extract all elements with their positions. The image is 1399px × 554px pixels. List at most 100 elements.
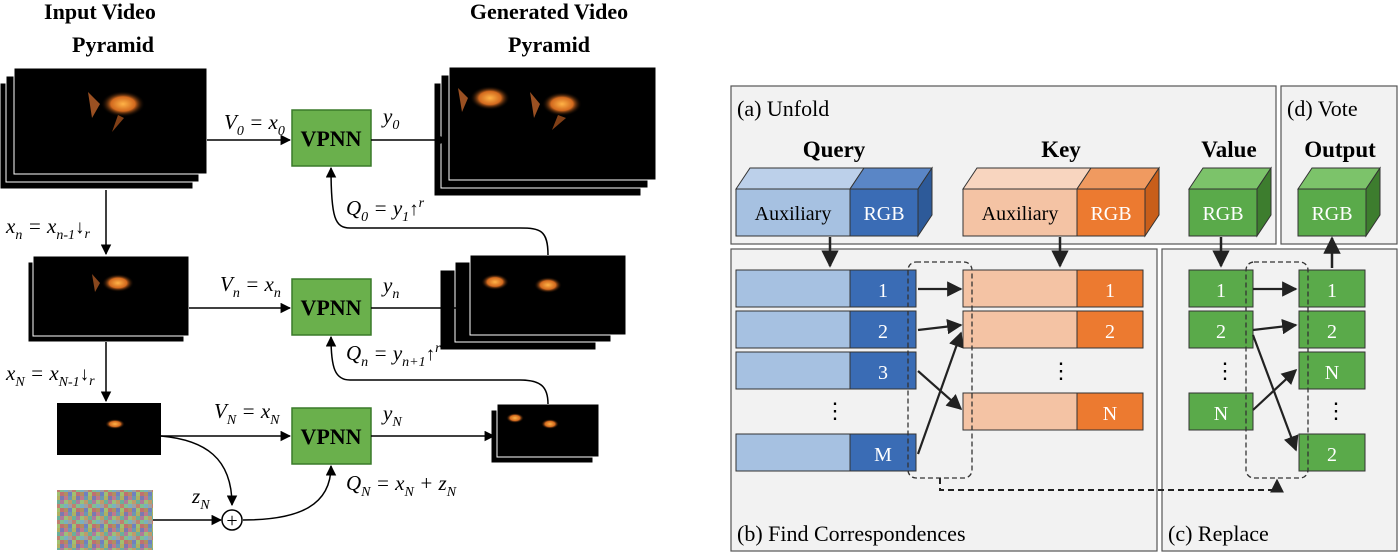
arrow-v2-o2 xyxy=(1252,318,1298,335)
key-row-label: N xyxy=(1103,403,1117,425)
query-row: M xyxy=(735,433,917,472)
key-row: 1 xyxy=(962,269,1144,308)
output-frame-stack-0 xyxy=(433,66,657,197)
math-label-vN: VN = xN xyxy=(214,399,280,428)
value-rgb-cell xyxy=(1188,269,1254,308)
dashed-transfer-arrow xyxy=(939,478,1284,493)
arrow-xN-to-plus xyxy=(160,435,238,507)
math-label-q0: Q0 = y1↑r xyxy=(346,196,425,225)
goldfish-image xyxy=(458,86,582,130)
key-row: N xyxy=(962,392,1144,431)
vpnn-box-N xyxy=(291,407,372,465)
output-row-label: 1 xyxy=(1327,280,1337,302)
key-rgb-label: RGB xyxy=(1090,203,1131,225)
output-pyramid-title-2: Pyramid xyxy=(508,32,590,57)
value-row: N xyxy=(1188,392,1254,431)
query-aux-cell xyxy=(735,269,851,308)
math-labels: V0 = x0 y0 Q0 = y1↑r xn = xn-1↓r Vn = xn yn Qn… xyxy=(5,104,457,513)
query-aux-cell xyxy=(735,310,851,349)
value-row: 1 xyxy=(1188,269,1254,308)
input-pyramid-title-2: Pyramid xyxy=(72,32,154,57)
query-aux-cell xyxy=(735,433,851,472)
output-row-label: 2 xyxy=(1327,321,1337,343)
query-aux-cell xyxy=(735,351,851,390)
panel-vote-label: (d) Vote xyxy=(1287,96,1358,121)
key-cube: Auxiliary RGB xyxy=(962,166,1160,238)
output-rgb-cell xyxy=(1298,433,1366,472)
goldfish-image xyxy=(481,274,562,293)
value-ellipsis: ⋮ xyxy=(1214,358,1236,383)
math-label-qn: Qn = yn+1↑r xyxy=(346,341,441,370)
key-aux-label: Auxiliary xyxy=(982,203,1059,225)
header-output: Output xyxy=(1304,137,1376,162)
output-row: N xyxy=(1298,351,1366,390)
key-aux-cell xyxy=(962,269,1078,308)
input-frame-stack-n xyxy=(27,255,190,343)
key-aux-cell xyxy=(962,310,1078,349)
query-rgb-cell xyxy=(849,351,917,390)
key-aux-cell xyxy=(962,392,1078,431)
math-label-yN: yN xyxy=(381,401,402,430)
value-rgb-cell xyxy=(1188,392,1254,431)
value-row-label: 1 xyxy=(1216,280,1226,302)
query-rgb-cell xyxy=(849,433,917,472)
arrow-q3-kN xyxy=(917,370,963,411)
vpnn-box-n xyxy=(291,278,372,336)
query-rgb-cell xyxy=(849,269,917,308)
value-row: 2 xyxy=(1188,310,1254,349)
key-ellipsis: ⋮ xyxy=(1050,358,1072,383)
noise-image xyxy=(57,490,153,550)
math-label-vn: Vn = xn xyxy=(220,272,281,301)
output-rgb-label: RGB xyxy=(1311,203,1352,225)
query-cube: Auxiliary RGB xyxy=(735,166,933,238)
header-query: Query xyxy=(803,137,866,162)
header-value: Value xyxy=(1201,137,1256,162)
math-label-xN: xN = xN-1↓r xyxy=(5,361,95,390)
value-cube: RGB xyxy=(1188,166,1272,238)
plus-circle xyxy=(221,509,243,531)
math-label-y0: y0 xyxy=(381,104,399,133)
vpnn-label-0: VPNN xyxy=(300,126,361,151)
value-row-label: N xyxy=(1214,403,1228,425)
query-rows: 1 2 3 M xyxy=(735,269,917,472)
math-label-zN: zN xyxy=(191,484,210,513)
vpnn-label-N: VPNN xyxy=(300,424,361,449)
output-rows: 1 2 N 2 xyxy=(1298,269,1366,472)
math-label-yn: yn xyxy=(381,273,399,302)
output-row: 2 xyxy=(1298,433,1366,472)
key-rgb-cell xyxy=(1076,392,1144,431)
panel-replace-label: (c) Replace xyxy=(1168,521,1269,546)
value-rows: 1 2 N xyxy=(1188,269,1254,431)
plus-sign: + xyxy=(226,510,237,532)
query-aux-label: Auxiliary xyxy=(755,203,832,225)
output-row-label: 2 xyxy=(1327,444,1337,466)
query-row: 3 xyxy=(735,351,917,390)
arrow-qM-k2 xyxy=(916,331,964,455)
output-rgb-cell xyxy=(1298,310,1366,349)
math-label-v0: V0 = x0 xyxy=(224,110,285,139)
value-rgb-label: RGB xyxy=(1202,203,1243,225)
input-frame-stack-0 xyxy=(0,67,208,190)
key-rows: 1 2 N xyxy=(962,269,1144,431)
arrow-q2-k2 xyxy=(917,318,963,335)
query-row-label: 1 xyxy=(878,280,888,302)
goldfish-image xyxy=(88,91,145,132)
output-row: 2 xyxy=(1298,310,1366,349)
arrow-plus-to-vpnn xyxy=(242,464,337,521)
input-pyramid-title-1: Input Video xyxy=(44,0,156,24)
output-row-label: N xyxy=(1325,362,1339,384)
key-row-label: 1 xyxy=(1105,280,1115,302)
key-rgb-cell xyxy=(1076,269,1144,308)
math-label-xn: xn = xn-1↓r xyxy=(5,214,91,243)
output-rgb-cell xyxy=(1298,269,1366,308)
right-attention: (a) Unfold (d) Vote (b) Find Corresponde… xyxy=(730,85,1398,552)
panel-unfold-label: (a) Unfold xyxy=(737,96,829,121)
left-pyramid: Input Video Pyramid Generated Video Pyra… xyxy=(0,0,657,550)
query-row-label: 3 xyxy=(878,362,888,384)
query-row: 1 xyxy=(735,269,917,308)
query-rgb-label: RGB xyxy=(863,203,904,225)
key-row: 2 xyxy=(962,310,1144,349)
output-row: 1 xyxy=(1298,269,1366,308)
vpnn-box-0 xyxy=(291,109,372,167)
